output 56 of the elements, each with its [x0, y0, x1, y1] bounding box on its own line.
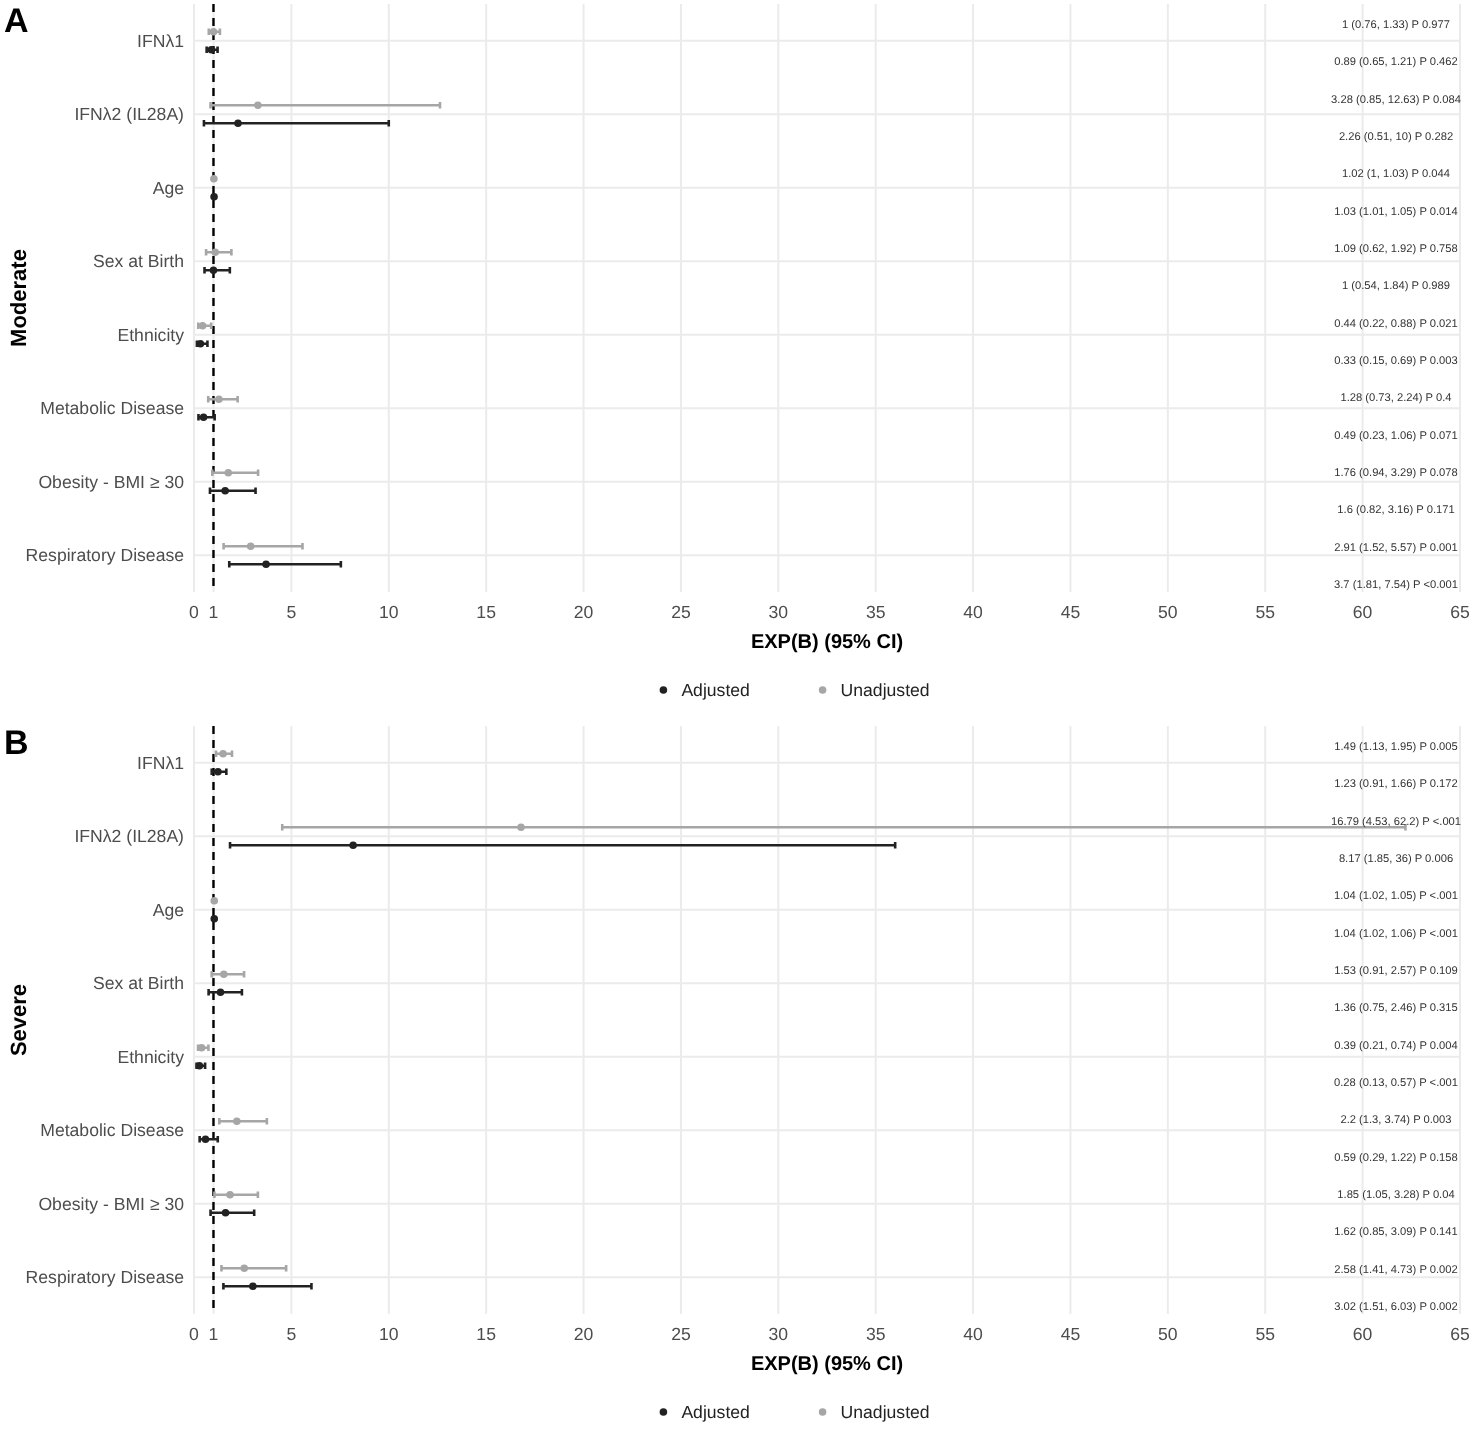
x-tick-label: 40 [963, 602, 984, 622]
x-tick-label: 0 [189, 602, 200, 622]
x-tick-label: 15 [476, 602, 497, 622]
x-tick-label: 40 [963, 1324, 984, 1344]
x-tick-label: 65 [1450, 602, 1470, 622]
x-tick-label: 1 [208, 602, 219, 622]
y-tick-label: Age [152, 899, 185, 920]
x-tick-label: 55 [1255, 1324, 1276, 1344]
legend-label: Unadjusted [840, 680, 930, 701]
y-tick-label: Respiratory Disease [25, 1267, 185, 1288]
y-axis-title: Severe [8, 983, 32, 1057]
y-tick-label: Ethnicity [117, 324, 186, 345]
legend-label: Unadjusted [840, 1402, 930, 1423]
y-tick-label: IFNλ1 [137, 752, 185, 773]
y-tick-label: Ethnicity [117, 1046, 186, 1067]
x-axis-title: EXP(B) (95% CI) [750, 632, 904, 654]
x-tick-label: 35 [865, 1324, 886, 1344]
x-tick-label: 60 [1352, 1324, 1373, 1344]
chart-title: A [4, 2, 29, 40]
y-tick-label: IFNλ2 (IL28A) [74, 826, 185, 847]
x-tick-label: 15 [476, 1324, 497, 1344]
x-tick-label: 20 [573, 602, 594, 622]
x-tick-label: 25 [671, 602, 691, 622]
x-tick-label: 50 [1158, 1324, 1178, 1344]
x-tick-label: 45 [1060, 1324, 1081, 1344]
x-tick-label: 45 [1060, 602, 1081, 622]
x-tick-label: 60 [1352, 602, 1373, 622]
legend-label: Adjusted [681, 680, 751, 701]
y-tick-label: Sex at Birth [93, 973, 185, 994]
x-tick-label: 5 [286, 602, 297, 622]
x-tick-label: 65 [1450, 1324, 1470, 1344]
x-tick-label: 0 [189, 1324, 200, 1344]
x-tick-label: 30 [768, 602, 789, 622]
y-tick-label: Age [152, 177, 185, 198]
x-tick-label: 5 [286, 1324, 297, 1344]
x-tick-label: 25 [671, 1324, 691, 1344]
y-tick-label: Sex at Birth [93, 251, 185, 272]
y-tick-label: IFNλ1 [137, 30, 185, 51]
x-tick-label: 50 [1158, 602, 1178, 622]
y-tick-label: IFNλ2 (IL28A) [74, 104, 185, 125]
x-axis-title: EXP(B) (95% CI) [750, 1354, 904, 1376]
x-tick-label: 55 [1255, 602, 1276, 622]
x-tick-label: 20 [573, 1324, 594, 1344]
legend-label: Adjusted [681, 1402, 751, 1423]
y-tick-label: Metabolic Disease [40, 398, 185, 419]
y-tick-label: Obesity - BMI ≥ 30 [38, 1193, 185, 1214]
y-tick-label: Respiratory Disease [25, 545, 185, 566]
x-tick-label: 35 [865, 602, 886, 622]
x-tick-label: 1 [208, 1324, 219, 1344]
x-tick-label: 10 [378, 602, 399, 622]
x-tick-label: 30 [768, 1324, 789, 1344]
y-tick-label: Metabolic Disease [40, 1120, 185, 1141]
y-tick-label: Obesity - BMI ≥ 30 [38, 471, 185, 492]
y-axis-title: Moderate [8, 249, 32, 347]
chart-title: B [4, 724, 29, 762]
x-tick-label: 10 [378, 1324, 399, 1344]
